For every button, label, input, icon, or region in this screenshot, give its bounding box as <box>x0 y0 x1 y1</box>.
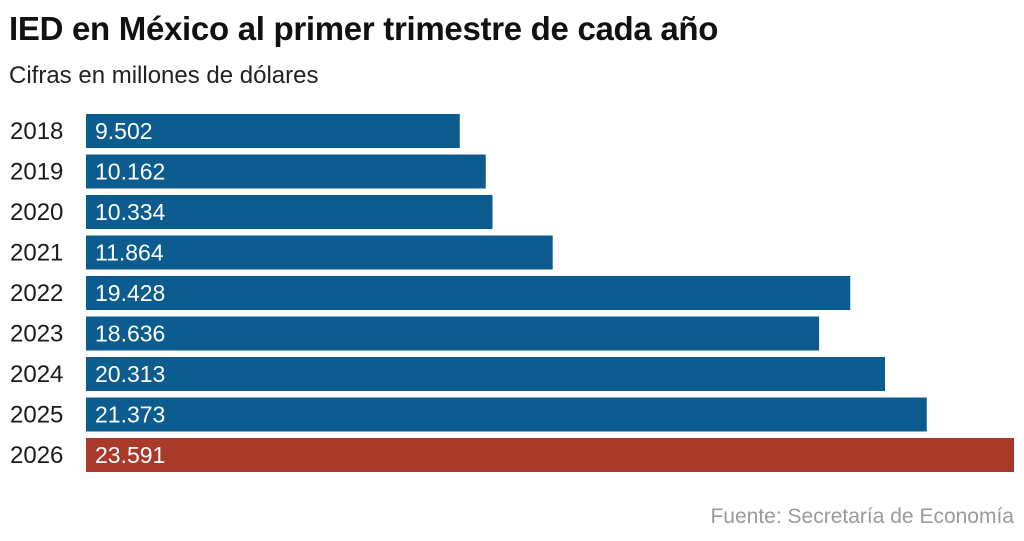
chart-source: Fuente: Secretaría de Economía <box>710 505 1014 528</box>
bar-row-2023: 2023 18.636 <box>10 316 820 351</box>
category-label-2024: 2024 <box>10 361 63 388</box>
bar-row-2025: 2025 21.373 <box>10 397 927 432</box>
bar-2023 <box>86 316 820 351</box>
bar-2024 <box>86 357 886 391</box>
value-label-2025: 21.373 <box>95 402 165 428</box>
value-label-2018: 9.502 <box>95 118 153 144</box>
bar-2019 <box>86 154 486 189</box>
bar-2020 <box>86 195 493 229</box>
value-label-2023: 18.636 <box>95 321 165 347</box>
category-label-2021: 2021 <box>10 240 63 267</box>
bar-row-2026: 2026 23.591 <box>10 438 1014 472</box>
category-label-2020: 2020 <box>10 199 63 226</box>
bar-row-2019: 2019 10.162 <box>10 154 486 189</box>
value-label-2020: 10.334 <box>95 199 166 225</box>
chart-title: IED en México al primer trimestre de cad… <box>9 10 719 47</box>
category-label-2019: 2019 <box>10 159 63 186</box>
bar-row-2018: 2018 9.502 <box>10 114 460 148</box>
bar-row-2020: 2020 10.334 <box>10 195 493 229</box>
bar-2018 <box>86 114 460 148</box>
bar-row-2021: 2021 11.864 <box>10 235 553 270</box>
bar-2022 <box>86 276 851 310</box>
bar-2021 <box>86 235 553 270</box>
value-label-2024: 20.313 <box>95 361 165 387</box>
chart-subtitle: Cifras en millones de dólares <box>9 62 319 89</box>
value-label-2019: 10.162 <box>95 159 165 185</box>
bar-2025 <box>86 397 927 432</box>
bar-row-2024: 2024 20.313 <box>10 357 886 391</box>
value-label-2026: 23.591 <box>95 442 165 468</box>
value-label-2021: 11.864 <box>95 240 164 266</box>
category-label-2018: 2018 <box>10 118 63 145</box>
category-label-2025: 2025 <box>10 402 63 429</box>
category-label-2022: 2022 <box>10 280 63 307</box>
bar-row-2022: 2022 19.428 <box>10 276 851 310</box>
category-label-2023: 2023 <box>10 321 63 348</box>
category-label-2026: 2026 <box>10 442 63 469</box>
bar-2026 <box>86 438 1014 472</box>
value-label-2022: 19.428 <box>95 280 165 306</box>
